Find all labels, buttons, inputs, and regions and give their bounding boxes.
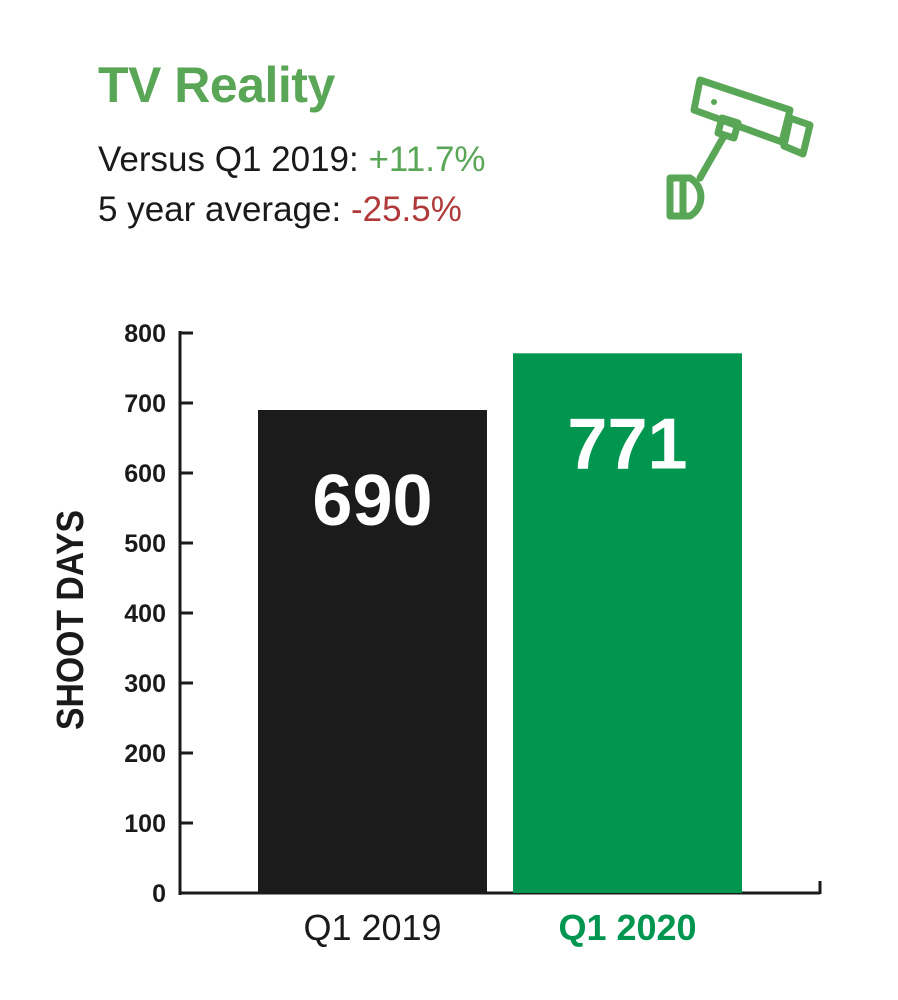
y-axis-title: SHOOT DAYS [50,510,92,730]
page-title: TV Reality [98,57,335,113]
y-tick-label: 0 [152,880,166,908]
stat-value-positive: +11.7% [368,140,486,179]
security-camera-icon [666,76,814,220]
stat-label: 5 year average: [98,190,342,229]
bar-data-label: 690 [312,461,432,541]
y-tick-label: 500 [124,530,166,558]
x-category-label: Q1 2019 [303,907,441,948]
y-tick-label: 200 [124,740,166,768]
y-tick-label: 700 [124,390,166,418]
x-category-label: Q1 2020 [558,907,696,948]
bar-data-label: 771 [567,404,687,484]
stat-value-negative: -25.5% [350,190,462,229]
bar-q1-2019 [258,410,487,893]
stat-versus-q1-2019: Versus Q1 2019: +11.7% [98,140,486,180]
y-tick-label: 300 [124,670,166,698]
stat-label: Versus Q1 2019: [98,140,359,179]
bar-q1-2020 [513,353,742,893]
y-tick-label: 800 [124,320,166,348]
y-tick-label: 600 [124,460,166,488]
y-tick-label: 100 [124,810,166,838]
y-tick-label: 400 [124,600,166,628]
stat-five-year-average: 5 year average: -25.5% [98,190,462,230]
